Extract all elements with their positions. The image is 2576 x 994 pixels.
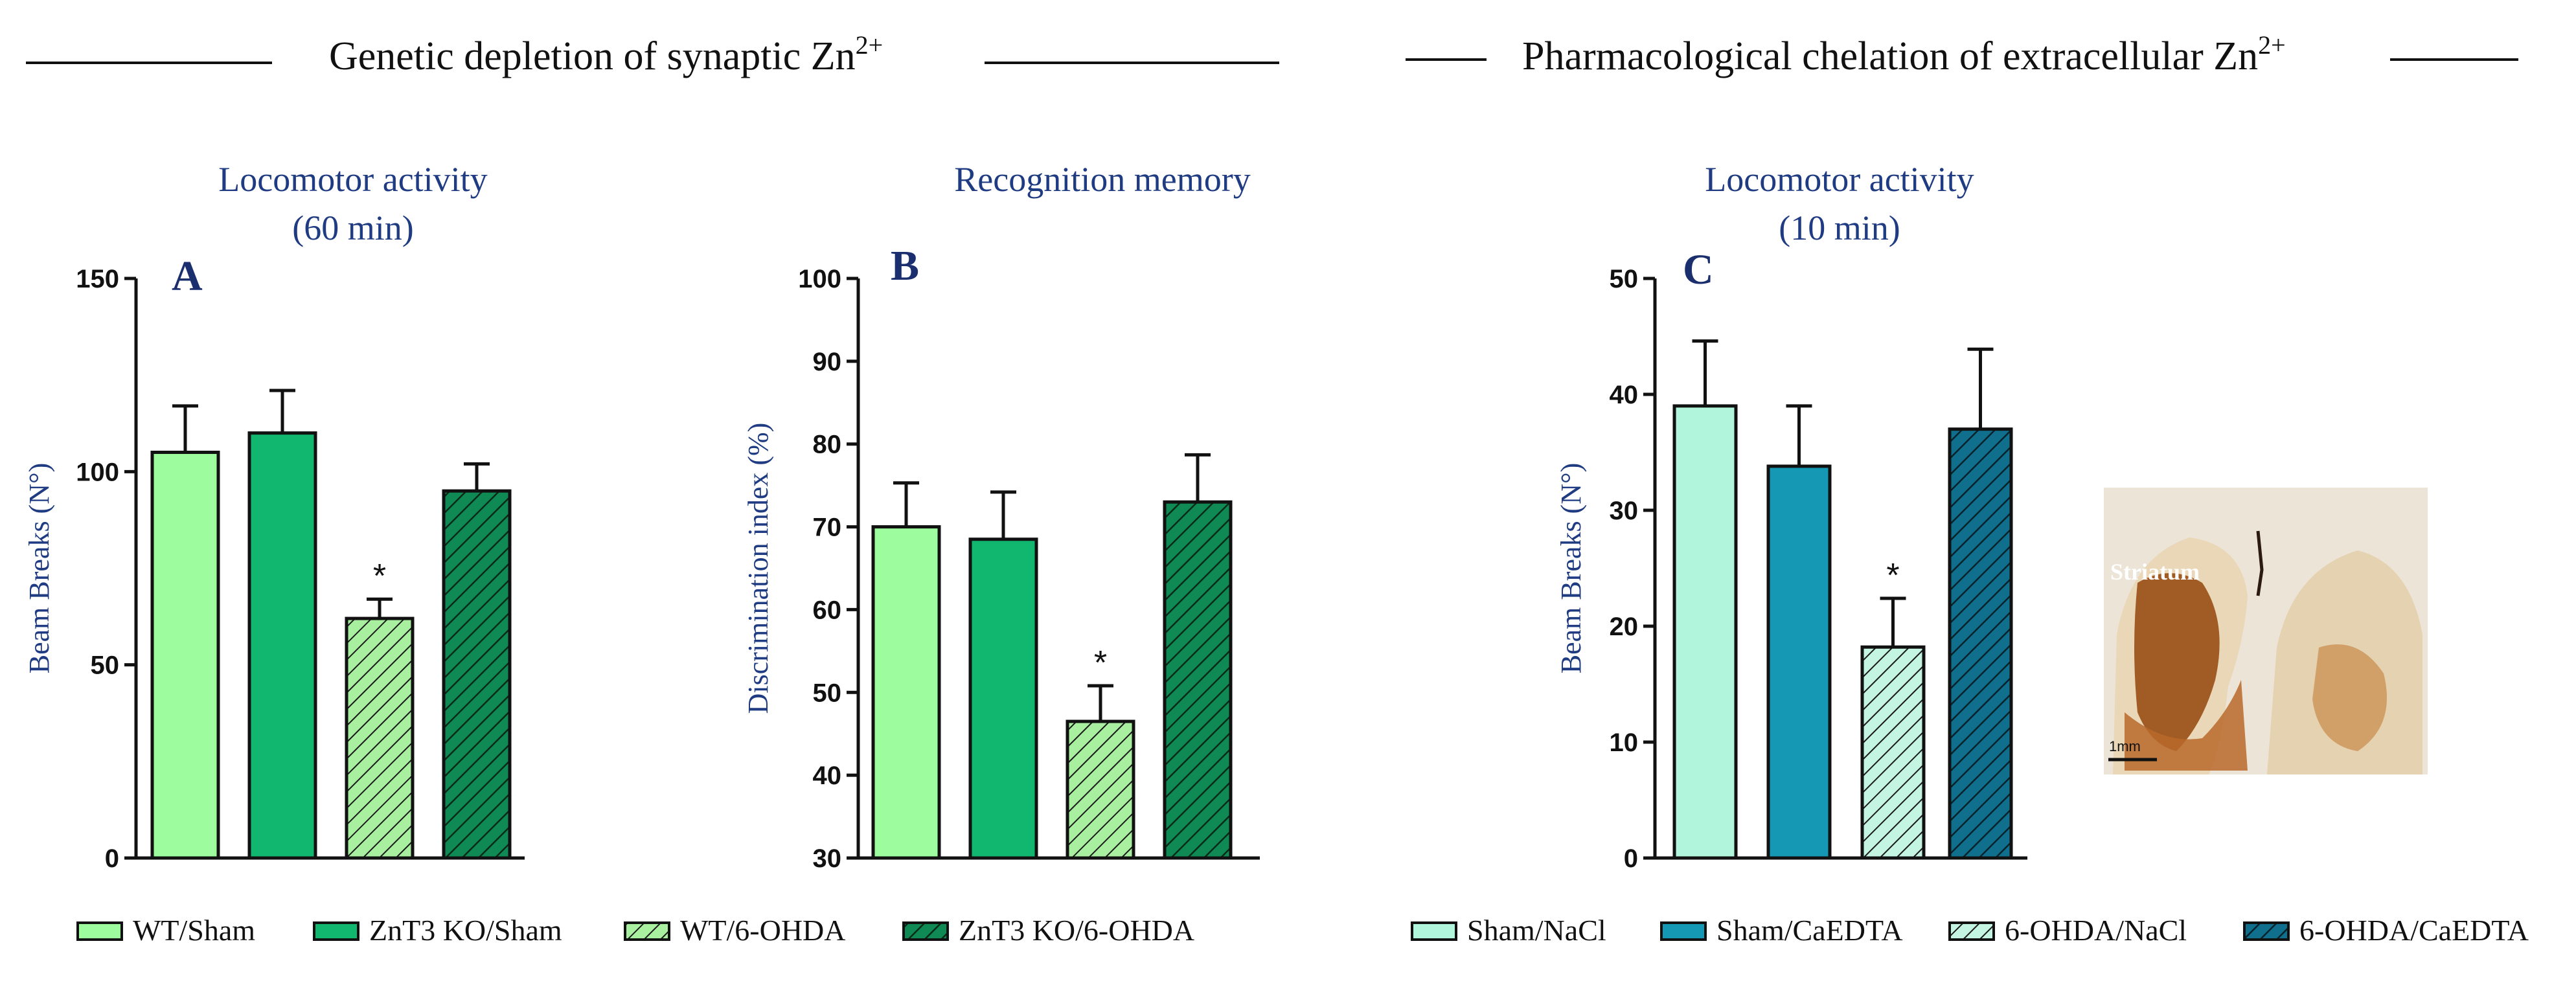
legend-left: WT/Sham ZnT3 KO/Sham WT/6-OHDA ZnT3 KO/6-OH… — [76, 914, 1194, 947]
legend-right: Sham/NaCl Sham/CaEDTA 6-OHDA/NaCl 6-OHDA/Ca… — [1411, 914, 2529, 947]
section-title-right-text: Pharmacological chelation of extracellul… — [1522, 34, 2258, 78]
y-tick-label: 60 — [813, 596, 842, 624]
legend-label: 6-OHDA/NaCl — [2005, 914, 2187, 947]
legend-swatch — [313, 921, 359, 941]
legend-swatch — [2243, 921, 2290, 941]
y-axis-label: Discrimination index (%) — [742, 423, 774, 714]
legend-label: 6-OHDA/CaEDTA — [2299, 914, 2529, 947]
y-tick-label: 30 — [813, 844, 842, 873]
bar — [871, 525, 941, 860]
panel-letter: C — [1683, 246, 1714, 293]
y-axis-label: Beam Breaks (N°) — [1555, 463, 1587, 674]
legend-label: WT/6-OHDA — [680, 914, 846, 947]
y-tick-label: 80 — [813, 431, 842, 459]
section-title-left-text: Genetic depletion of synaptic Zn — [329, 34, 856, 78]
legend-label: ZnT3 KO/Sham — [369, 914, 562, 947]
panel-letter: B — [891, 242, 919, 289]
y-tick-label: 50 — [1610, 265, 1639, 293]
bar — [1860, 645, 1926, 860]
panel-letter: A — [172, 253, 203, 300]
section-title-right: Pharmacological chelation of extracellul… — [1522, 30, 2286, 78]
bar — [1163, 500, 1233, 860]
panel-b: Recognition memory B * 30 40 50 60 70 80 90 100 Dis… — [742, 160, 1260, 873]
legend-label: Sham/NaCl — [1467, 914, 1606, 947]
section-title-left-sup: 2+ — [856, 30, 883, 60]
legend-swatch — [1411, 921, 1457, 941]
inset-right-stain — [2312, 644, 2387, 751]
bar — [442, 489, 512, 860]
y-tick-label: 100 — [798, 265, 841, 293]
y-tick-label: 100 — [76, 458, 119, 486]
panel-title-line: Recognition memory — [954, 160, 1250, 199]
panel-title-line: Locomotor activity — [1705, 160, 1974, 199]
bar — [1948, 427, 2013, 860]
y-tick-label: 50 — [91, 651, 120, 680]
section-title-left: Genetic depletion of synaptic Zn2+ — [329, 30, 883, 78]
bar — [1672, 404, 1738, 860]
inset-region-label: Striatum — [2110, 559, 2200, 585]
y-tick-label: 50 — [813, 679, 842, 707]
panel-title-line: Locomotor activity — [218, 160, 487, 199]
panel-title-line: (10 min) — [1779, 209, 1900, 247]
inset-lower-stain — [2125, 680, 2248, 771]
legend-label: WT/Sham — [133, 914, 255, 947]
y-tick-label: 0 — [105, 844, 119, 873]
legend-swatch — [902, 921, 949, 941]
legend-swatch — [624, 921, 670, 941]
significance-marker: * — [1886, 557, 1899, 594]
bar — [247, 431, 317, 860]
bar — [1766, 464, 1832, 860]
legend-label: Sham/CaEDTA — [1716, 914, 1903, 947]
legend-swatch — [1948, 921, 1995, 941]
significance-marker: * — [373, 558, 386, 595]
panel-title-line: (60 min) — [292, 209, 413, 247]
panel-a: Locomotor activity (60 min) A * 0 50 100 150 Bea… — [23, 160, 525, 873]
panel-c: Locomotor activity (10 min) C * 0 10 20 30 40 50 B… — [1555, 160, 2027, 873]
legend-swatch — [76, 921, 123, 941]
y-tick-label: 20 — [1610, 613, 1639, 641]
bar — [150, 451, 220, 860]
y-tick-label: 70 — [813, 514, 842, 542]
legend-label: ZnT3 KO/6-OHDA — [959, 914, 1194, 947]
y-tick-label: 150 — [76, 265, 119, 293]
bar — [968, 537, 1038, 860]
inset-scale-label: 1mm — [2109, 738, 2141, 754]
brain-section-image: Striatum 1mm — [2104, 488, 2428, 774]
section-title-right-sup: 2+ — [2258, 30, 2286, 60]
significance-marker: * — [1094, 644, 1107, 682]
inset-striatum-stain — [2134, 573, 2220, 751]
y-tick-label: 10 — [1610, 729, 1639, 757]
bar — [345, 616, 415, 860]
inset-ventricle — [2256, 530, 2264, 596]
y-tick-label: 40 — [813, 762, 842, 790]
y-axis-label: Beam Breaks (N°) — [23, 463, 55, 674]
y-tick-label: 0 — [1624, 844, 1638, 873]
bar — [1066, 719, 1135, 860]
legend-swatch — [1660, 921, 1707, 941]
y-tick-label: 90 — [813, 348, 842, 376]
y-tick-label: 40 — [1610, 381, 1639, 409]
y-tick-label: 30 — [1610, 497, 1639, 525]
